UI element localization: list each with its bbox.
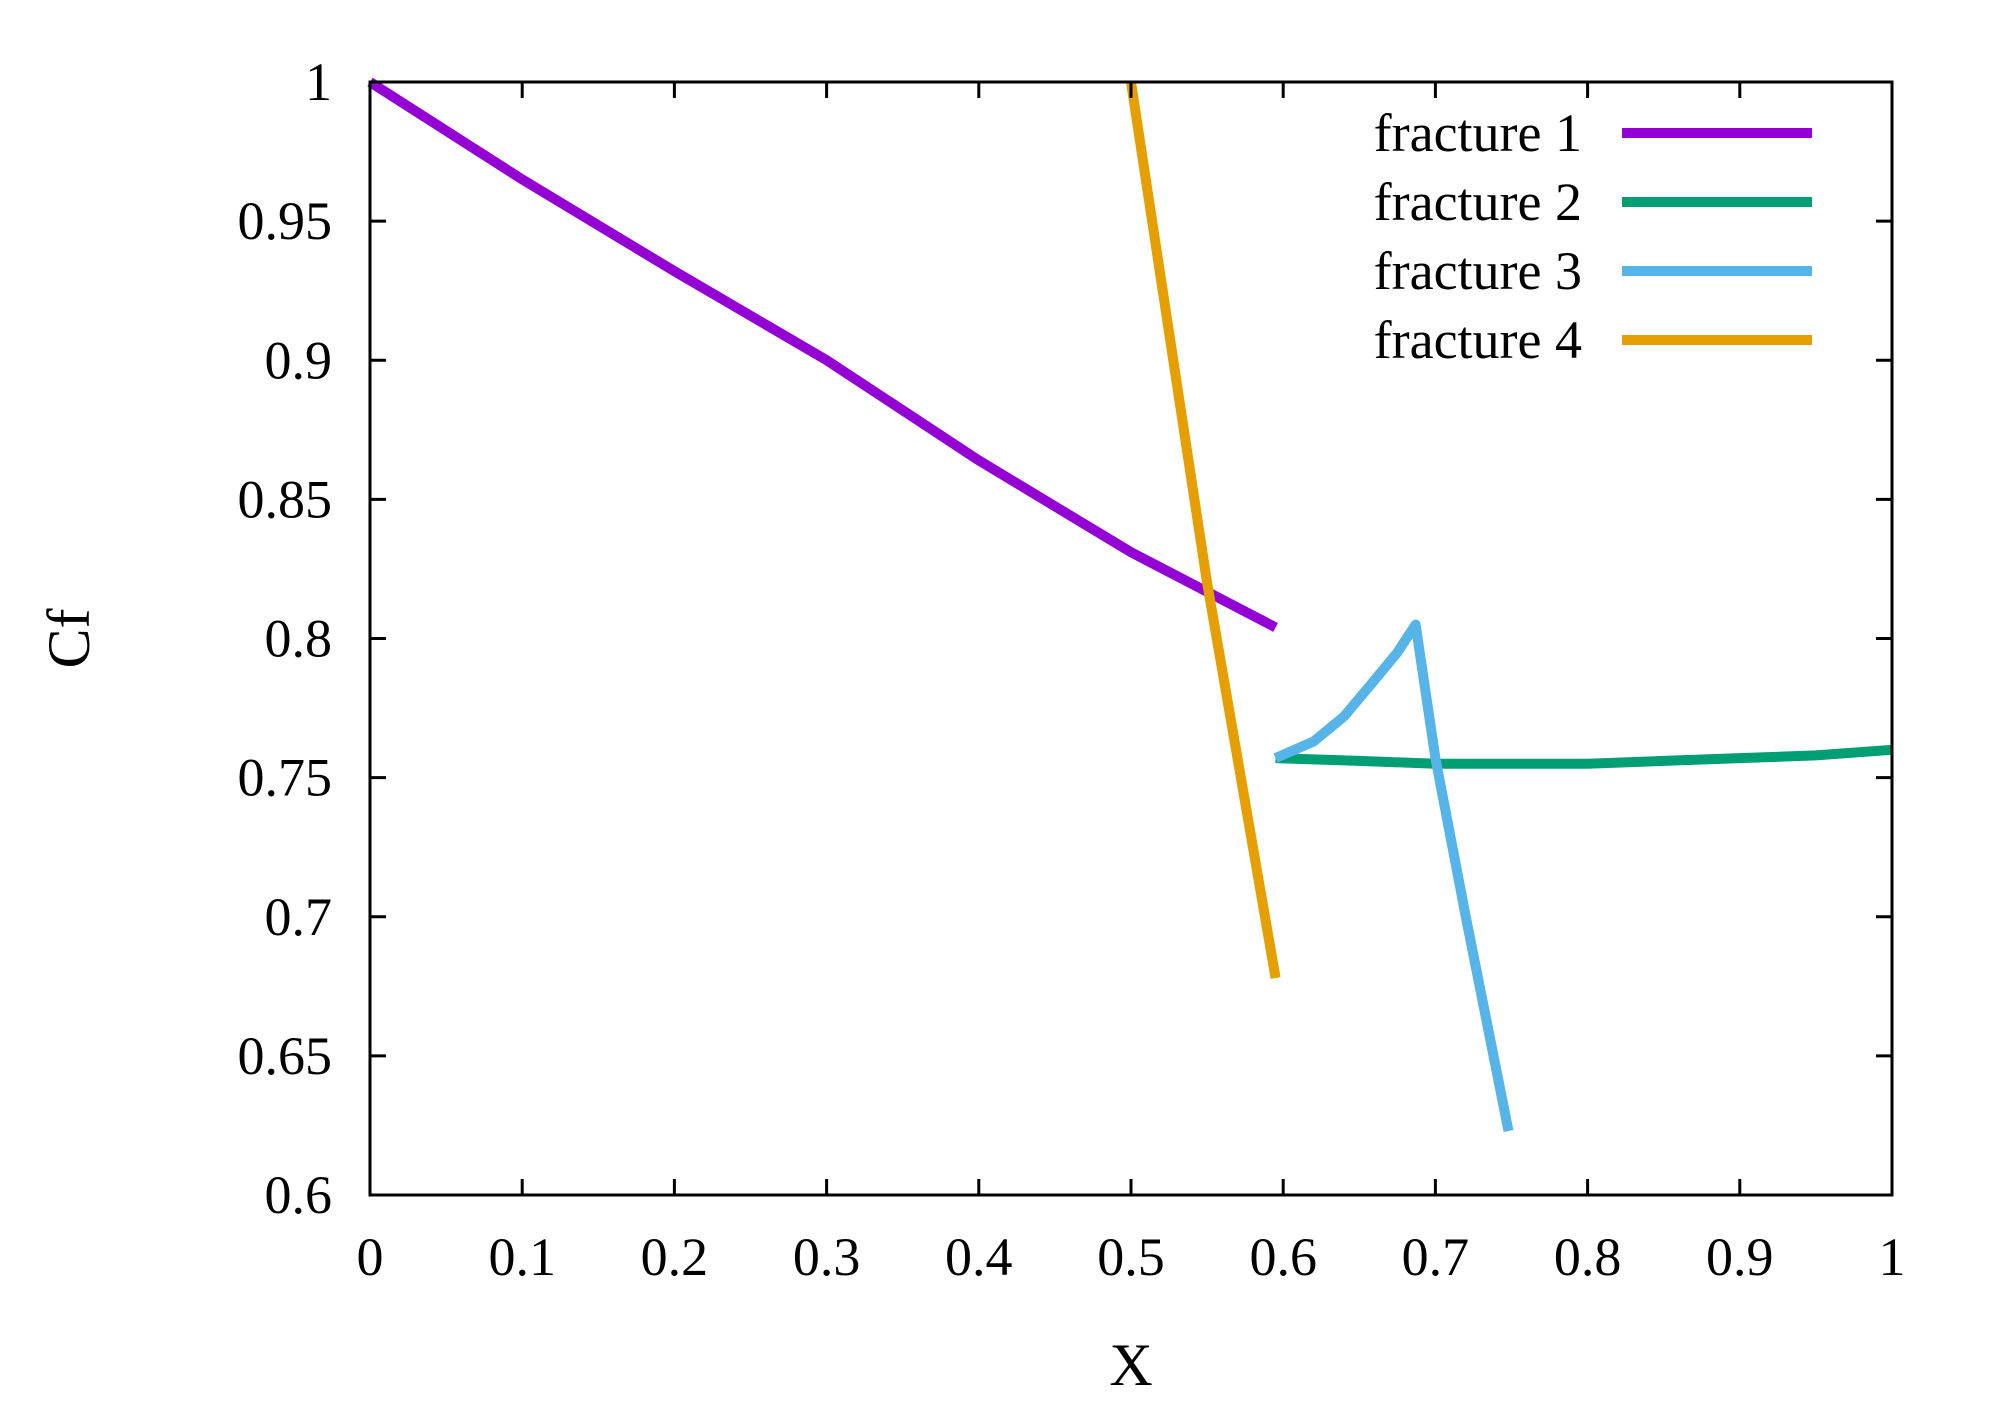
x-tick-label: 0.5 — [1097, 1227, 1165, 1287]
x-tick-label: 0.6 — [1249, 1227, 1317, 1287]
y-axis-title: Cf — [36, 608, 102, 668]
x-tick-label: 1 — [1879, 1227, 1906, 1287]
plot-lines — [367, 77, 1893, 1132]
x-tick-label: 0.9 — [1706, 1227, 1774, 1287]
y-tick-label: 0.8 — [265, 609, 333, 669]
x-tick-label: 0.7 — [1402, 1227, 1470, 1287]
x-axis-ticks: 0 0.1 0.2 0.3 0.4 0.5 0.6 0.7 0.8 0.9 1 — [357, 82, 1906, 1287]
series-line-fracture-2 — [1275, 744, 1893, 769]
legend-label-fracture-4: fracture 4 — [1374, 310, 1582, 370]
x-tick-label: 0.8 — [1554, 1227, 1622, 1287]
y-tick-label: 0.75 — [238, 748, 333, 808]
y-tick-label: 0.95 — [238, 191, 333, 251]
legend: fracture 1 fracture 2 fracture 3 fracture 4 — [1374, 103, 1812, 370]
x-tick-label: 0.2 — [641, 1227, 709, 1287]
y-tick-label: 0.9 — [265, 330, 333, 390]
x-tick-label: 0.3 — [793, 1227, 861, 1287]
series-line-fracture-3 — [1273, 619, 1514, 1132]
x-tick-label: 0 — [357, 1227, 384, 1287]
y-tick-label: 0.85 — [238, 469, 333, 529]
y-tick-label: 0.6 — [265, 1165, 333, 1225]
plot-frame — [368, 80, 1894, 1197]
x-axis-title: X — [1109, 1332, 1152, 1398]
legend-label-fracture-1: fracture 1 — [1374, 103, 1582, 163]
y-axis-ticks: 0.6 0.65 0.7 0.75 0.8 0.85 0.9 0.95 1 — [238, 52, 1892, 1225]
x-tick-label: 0.1 — [488, 1227, 556, 1287]
legend-label-fracture-2: fracture 2 — [1374, 172, 1582, 232]
series-line-fracture-4 — [1126, 81, 1281, 979]
y-tick-label: 0.7 — [265, 887, 333, 947]
y-tick-label: 1 — [305, 52, 332, 112]
legend-label-fracture-3: fracture 3 — [1374, 241, 1582, 301]
x-tick-label: 0.4 — [945, 1227, 1013, 1287]
series-line-fracture-1 — [367, 77, 1278, 632]
y-tick-label: 0.65 — [238, 1026, 333, 1086]
